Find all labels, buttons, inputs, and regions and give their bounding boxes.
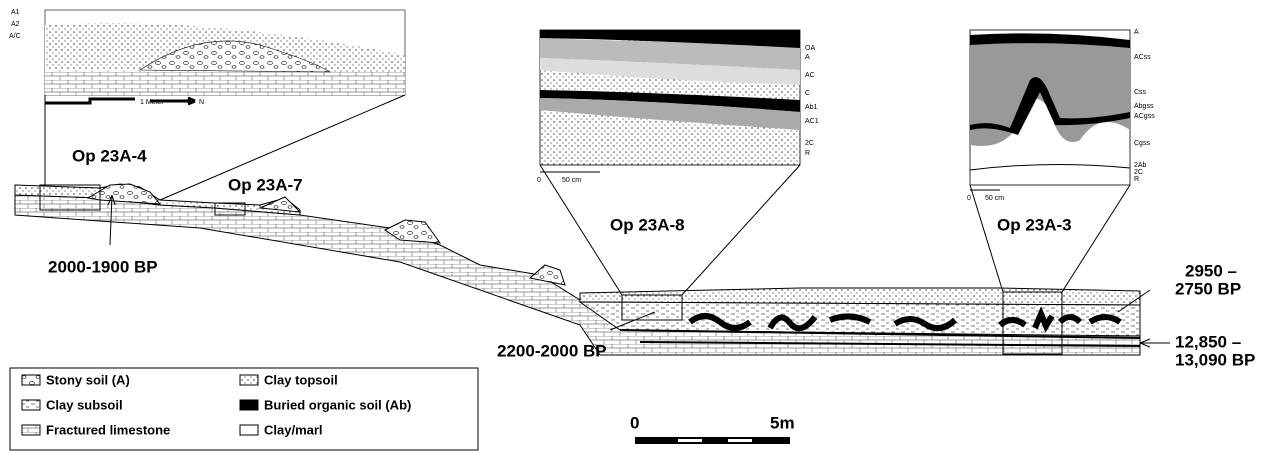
labels: Op 23A-4 Op 23A-7 Op 23A-8 Op 23A-3 2000… [48,146,1255,369]
legend-label: Buried organic soil (Ab) [264,397,411,412]
cross-section [14,183,1141,356]
horizon-label: AC1 [805,118,819,125]
horizon-label: C [805,90,810,97]
legend-label: Clay/marl [264,422,323,437]
section-label: Op 23A-4 [72,146,147,165]
horizon-label: A [1134,29,1139,36]
section-label: Op 23A-3 [997,215,1072,234]
inset-op-23a-4: A1 A2 A/C 1 Meter N [9,9,406,201]
horizon-label: Ab1 [805,104,818,111]
date-label: 2750 BP [1175,279,1241,298]
scale-end: 50 cm [985,195,1004,202]
scale-label: 1 Meter [140,99,164,106]
date-label: 12,850 – [1175,332,1241,351]
horizon-label: 2Ab [1134,162,1147,169]
legend-label: Stony soil (A) [46,372,130,387]
horizon-label: OA [805,45,815,52]
date-label: 2000-1900 BP [48,257,158,276]
horizon-label: Css [1134,89,1147,96]
horizon-label: AC [805,72,815,79]
horizon-label: Abgss [1134,103,1154,110]
horizon-label: Cgss [1134,140,1150,147]
date-label: 2950 – [1185,261,1237,280]
legend-label: Clay subsoil [46,397,123,412]
scale-end: 50 cm [562,177,581,184]
horizon-label: A1 [11,9,20,16]
legend-label: Fractured limestone [46,422,170,437]
legend-label: Clay topsoil [264,372,338,387]
scale-end: 5m [770,413,795,432]
section-label: Op 23A-8 [610,215,685,234]
scale-start: 0 [630,413,639,432]
legend: Stony soil (A) Clay topsoil Clay subsoil… [9,367,479,451]
horizon-label: R [805,150,810,157]
scale-start: 0 [537,177,541,184]
north-label: N [199,99,204,106]
horizon-label: 2C [805,140,814,147]
section-label: Op 23A-7 [228,175,303,194]
horizon-label: ACss [1134,54,1151,61]
date-label: 13,090 BP [1175,350,1255,369]
inset-op-23a-8: OA A AC C Ab1 AC1 2C R 0 50 cm [537,29,819,296]
horizon-label: R [1134,176,1139,183]
horizon-label: 2C [1134,169,1143,176]
horizon-label: ACgss [1134,113,1155,120]
horizon-label: A2 [11,21,20,28]
date-label: 2200-2000 BP [497,341,607,360]
scale-bar: 0 5m [630,413,795,444]
inset-op-23a-3: A ACss Css Abgss ACgss Cgss 2Ab 2C R 0 5… [967,29,1155,293]
scale-start: 0 [967,195,971,202]
horizon-label: A [805,54,810,61]
horizon-label: A/C [9,33,21,40]
